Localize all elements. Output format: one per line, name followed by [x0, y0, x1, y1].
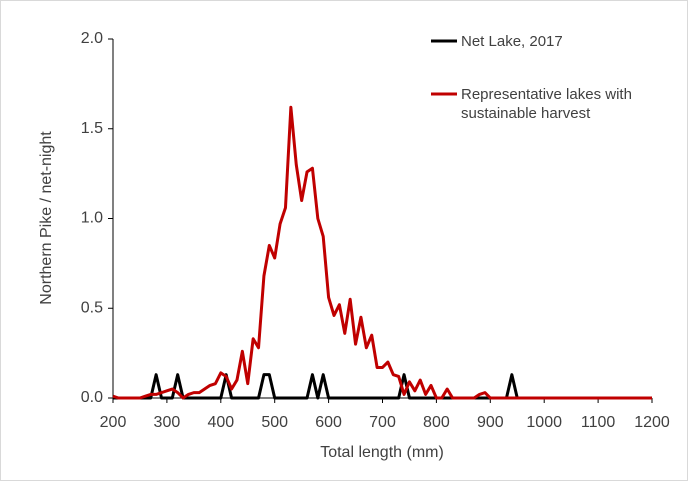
y-axis-label: Northern Pike / net-night	[38, 131, 55, 305]
legend-label: Representative lakes with sustainable ha…	[461, 86, 632, 122]
x-tick-label: 200	[100, 414, 127, 431]
series-line	[112, 105, 652, 400]
y-tick-label: 0.0	[81, 389, 103, 406]
y-tick-label: 2.0	[81, 30, 103, 47]
y-tick-label: 1.5	[81, 120, 103, 137]
x-tick-label: 400	[207, 414, 234, 431]
x-tick-label: 600	[315, 414, 342, 431]
x-tick-label: 700	[369, 414, 396, 431]
y-tick-label: 1.0	[81, 210, 103, 227]
x-tick-label: 300	[154, 414, 181, 431]
y-tick-label: 0.5	[81, 299, 103, 316]
x-tick-label: 500	[261, 414, 288, 431]
x-tick-label: 1000	[526, 414, 562, 431]
x-tick-label: 800	[423, 414, 450, 431]
x-tick-label: 1100	[581, 414, 616, 431]
series-line	[113, 373, 652, 400]
x-tick-label: 900	[477, 414, 504, 431]
x-axis-label: Total length (mm)	[320, 444, 444, 461]
x-tick-label: 1200	[634, 414, 670, 431]
legend-label: Net Lake, 2017	[461, 33, 563, 50]
